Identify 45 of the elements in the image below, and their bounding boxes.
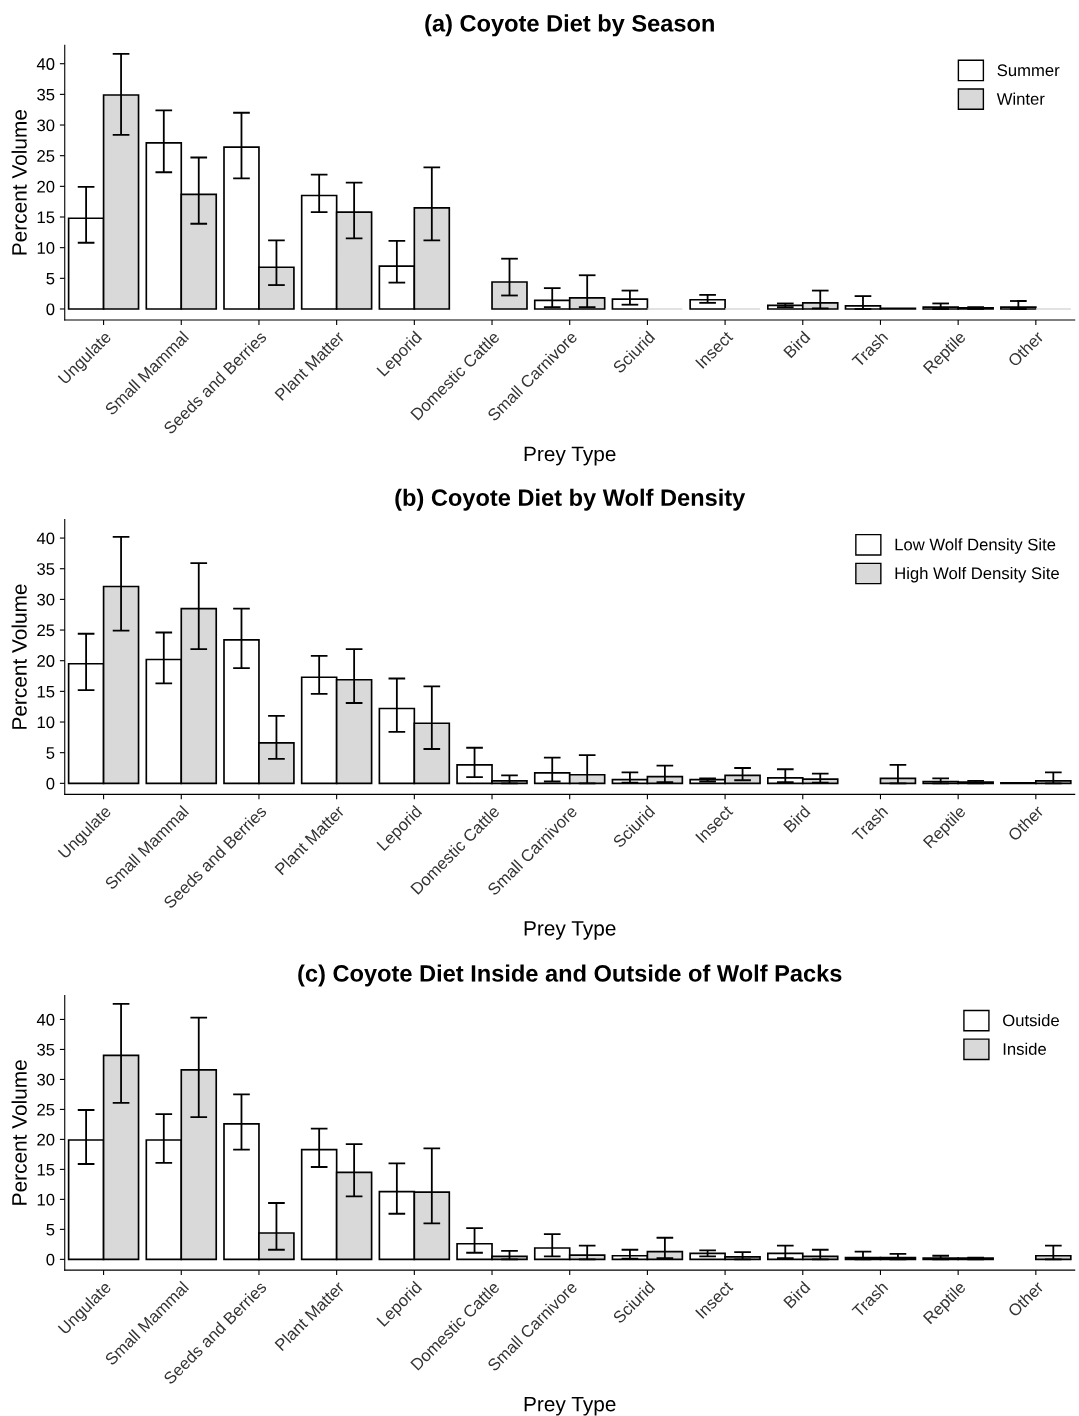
y-tick-label: 10 (37, 716, 55, 729)
y-tick-label: 20 (37, 180, 55, 193)
x-tick-label: Bird (782, 330, 811, 359)
y-tick-label: 30 (37, 119, 55, 132)
y-tick-label: 15 (37, 211, 55, 224)
x-tick-label: Bird (782, 804, 811, 833)
y-tick-label: 40 (36, 1013, 55, 1026)
x-axis-title: Prey Type (524, 921, 616, 940)
legend-label: Low Wolf Density Site (895, 538, 1056, 554)
y-tick-label: 15 (37, 685, 55, 698)
y-tick-label: 30 (37, 593, 55, 606)
y-tick-label: 40 (36, 58, 55, 70)
y-axis-title: Percent Volume (11, 1060, 27, 1205)
y-tick-label: 0 (46, 1253, 55, 1266)
y-tick-label: 15 (37, 1163, 55, 1176)
y-tick-label: 0 (46, 777, 55, 790)
x-axis-title: Prey Type (524, 446, 616, 466)
y-tick-label: 25 (37, 624, 55, 637)
y-axis-title: Percent Volume (11, 584, 27, 729)
legend-label: Summer (997, 64, 1060, 77)
y-tick-label: 0 (46, 303, 55, 316)
y-tick-label: 5 (46, 1223, 55, 1236)
y-tick-label: 5 (46, 747, 55, 759)
y-tick-label: 40 (36, 532, 55, 545)
y-tick-label: 35 (37, 1043, 55, 1056)
y-tick-label: 25 (37, 150, 55, 162)
y-axis-title: Percent Volume (11, 110, 27, 255)
x-axis-title: Prey Type (524, 1396, 616, 1416)
chart-title: (b) Coyote Diet by Wolf Density (395, 488, 746, 511)
y-tick-label: 30 (37, 1073, 55, 1086)
legend-label: Outside (1003, 1014, 1059, 1027)
y-tick-label: 10 (37, 1193, 55, 1206)
legend-label: Inside (1003, 1042, 1046, 1055)
chart-title: (c) Coyote Diet Inside and Outside of Wolf Packs (298, 964, 842, 987)
chart-title: (a) Coyote Diet by Season (425, 14, 714, 37)
legend-label: Winter (996, 92, 1045, 105)
legend-label: High Wolf Density Site (895, 566, 1059, 583)
y-tick-label: 5 (46, 272, 55, 285)
y-tick-label: 20 (37, 655, 55, 667)
y-tick-label: 25 (37, 1103, 55, 1116)
y-tick-label: 10 (37, 242, 55, 254)
y-tick-label: 35 (37, 88, 55, 101)
y-tick-label: 20 (37, 1133, 55, 1146)
y-tick-label: 35 (37, 563, 55, 575)
x-tick-label: Bird (782, 1280, 811, 1309)
